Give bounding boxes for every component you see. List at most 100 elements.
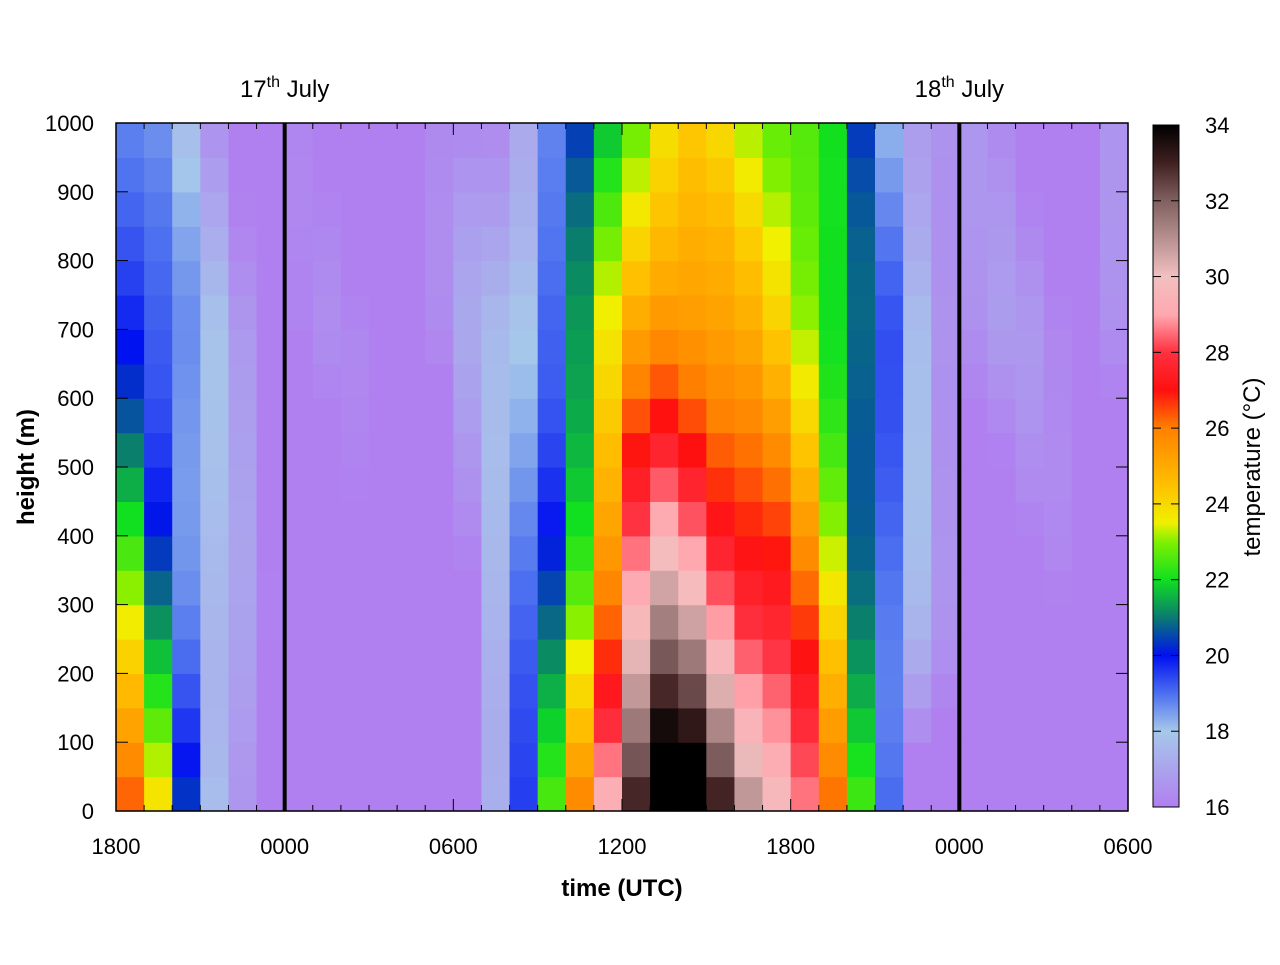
heatmap-cells [116, 123, 1129, 812]
heatmap-cell [256, 673, 286, 709]
heatmap-cell [734, 604, 764, 640]
colorbar-tick-label: 28 [1205, 340, 1229, 365]
heatmap-cell [903, 329, 932, 365]
y-axis-title: height (m) [13, 409, 40, 525]
heatmap-cell [200, 432, 230, 468]
heatmap-cell [734, 123, 764, 158]
heatmap-cell [622, 604, 651, 640]
heatmap-cell [875, 191, 904, 227]
heatmap-cell [200, 707, 230, 743]
heatmap-cell [790, 535, 820, 571]
date-labels: 17th July 18th July [240, 74, 1004, 103]
heatmap-cell [481, 707, 511, 743]
heatmap-cell [987, 432, 1017, 468]
heatmap-cell [537, 398, 567, 434]
heatmap-cell [987, 329, 1017, 365]
heatmap-cell [1099, 191, 1129, 227]
heatmap-cell [818, 535, 848, 571]
heatmap-cell [1043, 295, 1073, 330]
heatmap-cell [256, 501, 286, 537]
heatmap-cell [622, 467, 651, 502]
heatmap-cell [931, 639, 960, 674]
heatmap-cell [1099, 295, 1129, 330]
heatmap-cell [1015, 604, 1045, 640]
heatmap-cell [228, 295, 258, 330]
heatmap-cell [284, 123, 314, 158]
heatmap-cell [284, 639, 314, 674]
heatmap-cell [312, 742, 342, 778]
heatmap-cell [425, 432, 454, 468]
heatmap-cell [172, 363, 201, 399]
heatmap-cell [537, 673, 567, 709]
heatmap-cell [284, 467, 314, 502]
x-axis-title: time (UTC) [561, 875, 682, 902]
heatmap-cell [369, 742, 398, 778]
heatmap-cell [228, 707, 258, 743]
heatmap-cell [959, 604, 989, 640]
heatmap-cell [144, 123, 173, 158]
heatmap-cell [987, 776, 1017, 812]
heatmap-cell [846, 432, 876, 468]
heatmap-cell [1099, 398, 1129, 434]
heatmap-cell [565, 191, 595, 227]
heatmap-cell [172, 398, 201, 434]
heatmap-cell [537, 501, 567, 537]
heatmap-cell [650, 707, 679, 743]
heatmap-cell [312, 570, 342, 606]
heatmap-cell [340, 742, 370, 778]
heatmap-cell [678, 673, 707, 709]
colorbar-tick-label: 30 [1205, 265, 1229, 290]
heatmap-cell [818, 639, 848, 674]
date-label: 18th July [915, 74, 1004, 103]
heatmap-cell [340, 776, 370, 812]
heatmap-cell [453, 673, 483, 709]
heatmap-cell [1071, 604, 1101, 640]
heatmap-cell [256, 123, 286, 158]
heatmap-cell [397, 363, 426, 399]
heatmap-cell [931, 260, 960, 296]
heatmap-cell [790, 604, 820, 640]
heatmap-cell [903, 639, 932, 674]
heatmap-cell [397, 432, 426, 468]
heatmap-cell [172, 123, 201, 158]
heatmap-cell [903, 432, 932, 468]
heatmap-cell [256, 742, 286, 778]
heatmap-cell [678, 639, 707, 674]
heatmap-cell [172, 639, 201, 674]
heatmap-cell [565, 742, 595, 778]
heatmap-cell [959, 570, 989, 606]
heatmap-cell [340, 673, 370, 709]
heatmap-cell [312, 639, 342, 674]
date-marker-lines [282, 123, 962, 811]
x-tick-labels: 1800 0000 0600 1200 1800 0000 0600 [92, 834, 1153, 859]
heatmap-cell [593, 432, 623, 468]
heatmap-cell [959, 226, 989, 262]
colorbar-tick-label: 24 [1205, 492, 1229, 517]
heatmap-cell [144, 501, 173, 537]
heatmap-cell [762, 570, 792, 606]
x-tick-label: 1200 [598, 834, 647, 859]
heatmap-cell [200, 604, 230, 640]
heatmap-cell [706, 226, 736, 262]
heatmap-cell [481, 535, 511, 571]
heatmap-cell [678, 604, 707, 640]
heatmap-cell [537, 123, 567, 158]
heatmap-cell [397, 501, 426, 537]
heatmap-cell [340, 398, 370, 434]
heatmap-cell [706, 639, 736, 674]
heatmap-cell [453, 432, 483, 468]
heatmap-cell [1071, 157, 1101, 193]
heatmap-cell [284, 363, 314, 399]
heatmap-cell [116, 467, 145, 502]
heatmap-cell [593, 604, 623, 640]
heatmap-cell [537, 707, 567, 743]
heatmap-cell [565, 535, 595, 571]
heatmap-cell [678, 398, 707, 434]
heatmap-cell [1043, 535, 1073, 571]
colorbar-tick-label: 18 [1205, 719, 1229, 744]
heatmap-cell [706, 570, 736, 606]
heatmap-cell [818, 776, 848, 812]
heatmap-cell [706, 604, 736, 640]
heatmap-cell [453, 398, 483, 434]
